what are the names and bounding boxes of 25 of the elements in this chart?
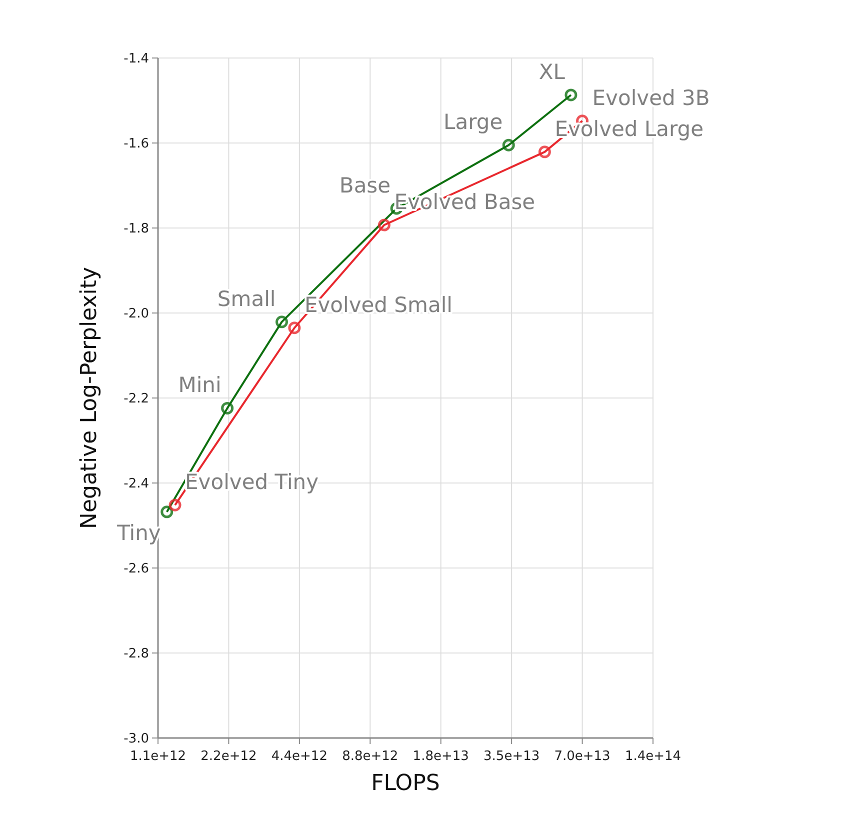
x-tick-label: 7.0e+13 <box>554 749 610 764</box>
y-tick-label: -2.8 <box>124 646 149 662</box>
x-tick-label: 4.4e+12 <box>271 749 328 764</box>
y-tick-label: -2.2 <box>124 392 149 407</box>
annotation: Base <box>339 173 391 198</box>
x-tick-label: 1.4e+14 <box>624 749 682 764</box>
y-tick-label: -3.0 <box>124 732 149 747</box>
x-tick-label: 2.2e+12 <box>200 749 257 764</box>
annotation: Mini <box>178 373 222 398</box>
annotation: Small <box>217 286 276 311</box>
x-tick-label: 8.8e+12 <box>342 749 398 764</box>
y-tick-label: -1.4 <box>124 52 149 67</box>
annotation: XL <box>538 60 566 84</box>
annotation: Large <box>444 110 503 134</box>
annotation: Evolved 3B <box>592 86 710 110</box>
x-axis-title: FLOPS <box>371 771 440 796</box>
y-tick-label: -2.0 <box>124 306 149 322</box>
y-axis-title: Negative Log-Perplexity <box>77 266 102 530</box>
x-tick-label: 1.8e+13 <box>412 749 469 764</box>
x-tick-label: 3.5e+13 <box>484 749 540 764</box>
x-tick-label: 1.1e+12 <box>130 749 186 764</box>
y-tick-label: -2.6 <box>124 562 149 577</box>
y-tick-label: -1.8 <box>124 222 149 237</box>
y-tick-label: -2.4 <box>124 476 149 492</box>
y-tick-label: -1.6 <box>124 136 149 152</box>
